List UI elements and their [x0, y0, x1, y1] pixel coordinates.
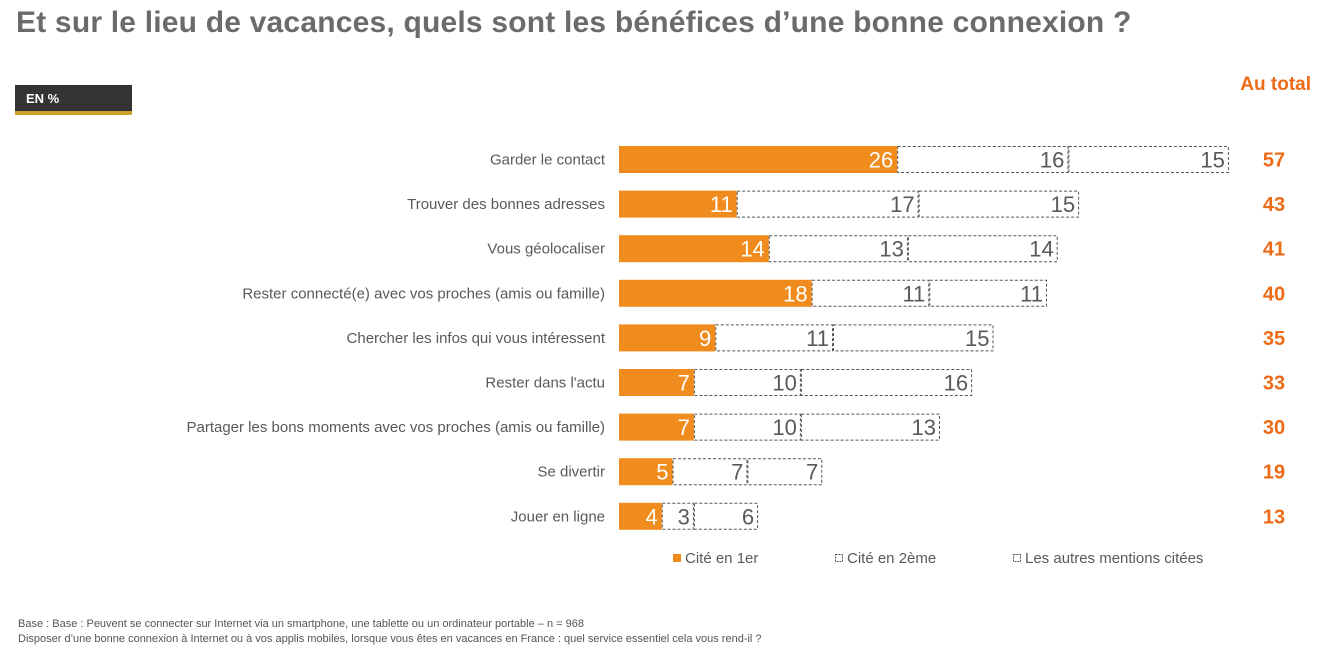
- bar-value-label: 17: [890, 192, 914, 217]
- category-label: Rester dans l'actu: [485, 375, 605, 392]
- bar-segment-other: [747, 458, 823, 486]
- bar-value-label: 7: [806, 460, 818, 485]
- bar-value-label: 26: [869, 148, 893, 173]
- legend-label: Cité en 1er: [685, 550, 758, 567]
- bar-value-label: 6: [742, 504, 754, 529]
- bar-segment-other: [918, 190, 1080, 218]
- bar-value-label: 15: [1051, 192, 1075, 217]
- bar-segment-second: [693, 413, 801, 441]
- bar-segment-other: [800, 413, 941, 441]
- unit-badge: EN %: [15, 85, 132, 115]
- bar-value-label: 13: [912, 415, 936, 440]
- bar-segment-first: [619, 235, 769, 263]
- bar-segment-second: [661, 502, 694, 530]
- bar-segment-second: [693, 369, 801, 396]
- bar-segment-second: [897, 146, 1069, 173]
- legend-swatch-second: [835, 554, 843, 562]
- bar-segment-other: [1068, 146, 1229, 173]
- legend-label: Cité en 2ème: [847, 550, 936, 567]
- total-column-header: Au total: [1240, 74, 1311, 95]
- bar-segment-first: [619, 413, 694, 441]
- total-value: 13: [1263, 506, 1285, 528]
- total-value: 35: [1263, 328, 1285, 350]
- bar-value-label: 10: [772, 415, 796, 440]
- total-value: 40: [1263, 283, 1285, 305]
- footnote-base: Base : Base : Peuvent se connecter sur I…: [18, 618, 584, 630]
- bar-segment-second: [736, 190, 919, 218]
- total-value: 19: [1263, 462, 1285, 484]
- bar-segment-other: [833, 324, 994, 352]
- total-value: 33: [1263, 373, 1285, 395]
- bar-segment-second: [715, 324, 833, 352]
- bar-segment-first: [619, 502, 662, 530]
- total-value: 43: [1263, 194, 1285, 216]
- footnote-question: Disposer d’une bonne connexion à Interne…: [18, 633, 762, 645]
- legend-swatch-other: [1013, 554, 1021, 562]
- bar-value-label: 14: [740, 237, 764, 262]
- bar-segment-first: [619, 458, 673, 486]
- total-value: 41: [1263, 239, 1285, 261]
- bar-segment-first: [619, 369, 694, 396]
- bar-segment-other: [907, 235, 1058, 263]
- bar-segment-other: [693, 502, 759, 530]
- category-label: Vous géolocaliser: [487, 241, 605, 258]
- bar-value-label: 18: [783, 281, 807, 306]
- bar-value-label: 13: [879, 237, 903, 262]
- bar-segment-first: [619, 146, 898, 173]
- bar-segment-first: [619, 324, 716, 352]
- bar-value-label: 7: [678, 415, 690, 440]
- bar-value-label: 11: [710, 192, 733, 217]
- category-label: Garder le contact: [490, 152, 606, 169]
- bar-value-label: 3: [678, 504, 690, 529]
- category-label: Se divertir: [537, 464, 605, 481]
- bar-value-label: 7: [678, 371, 690, 396]
- bar-value-label: 11: [902, 281, 925, 306]
- bar-value-label: 16: [1040, 148, 1064, 173]
- page-title: Et sur le lieu de vacances, quels sont l…: [16, 6, 1132, 39]
- category-label: Partager les bons moments avec vos proch…: [186, 419, 605, 436]
- bar-value-label: 9: [699, 326, 711, 351]
- legend-label: Les autres mentions citées: [1025, 550, 1203, 567]
- category-label: Rester connecté(e) avec vos proches (ami…: [242, 285, 605, 302]
- category-label: Chercher les infos qui vous intéressent: [347, 330, 606, 347]
- bar-segment-other: [800, 369, 973, 396]
- bar-value-label: 4: [646, 504, 658, 529]
- bar-value-label: 10: [772, 371, 796, 396]
- bar-segment-second: [811, 279, 930, 307]
- footnote: Base : Base : Peuvent se connecter sur I…: [18, 617, 762, 647]
- bar-segment-second: [672, 458, 748, 486]
- bar-value-label: 15: [965, 326, 989, 351]
- bar-segment-first: [619, 279, 812, 307]
- total-value: 57: [1263, 150, 1285, 172]
- bar-segment-second: [768, 235, 908, 263]
- bar-segment-first: [619, 190, 737, 218]
- legend-swatch-first: [673, 554, 681, 562]
- bar-value-label: 5: [656, 460, 668, 485]
- bar-value-label: 16: [944, 371, 968, 396]
- bar-segment-other: [929, 279, 1047, 307]
- bar-value-label: 15: [1200, 148, 1224, 173]
- bar-value-label: 11: [1020, 281, 1043, 306]
- bar-value-label: 11: [806, 326, 829, 351]
- category-label: Trouver des bonnes adresses: [407, 196, 605, 213]
- category-label: Jouer en ligne: [511, 508, 605, 525]
- total-value: 30: [1263, 417, 1285, 439]
- bar-value-label: 14: [1029, 237, 1053, 262]
- bar-value-label: 7: [731, 460, 743, 485]
